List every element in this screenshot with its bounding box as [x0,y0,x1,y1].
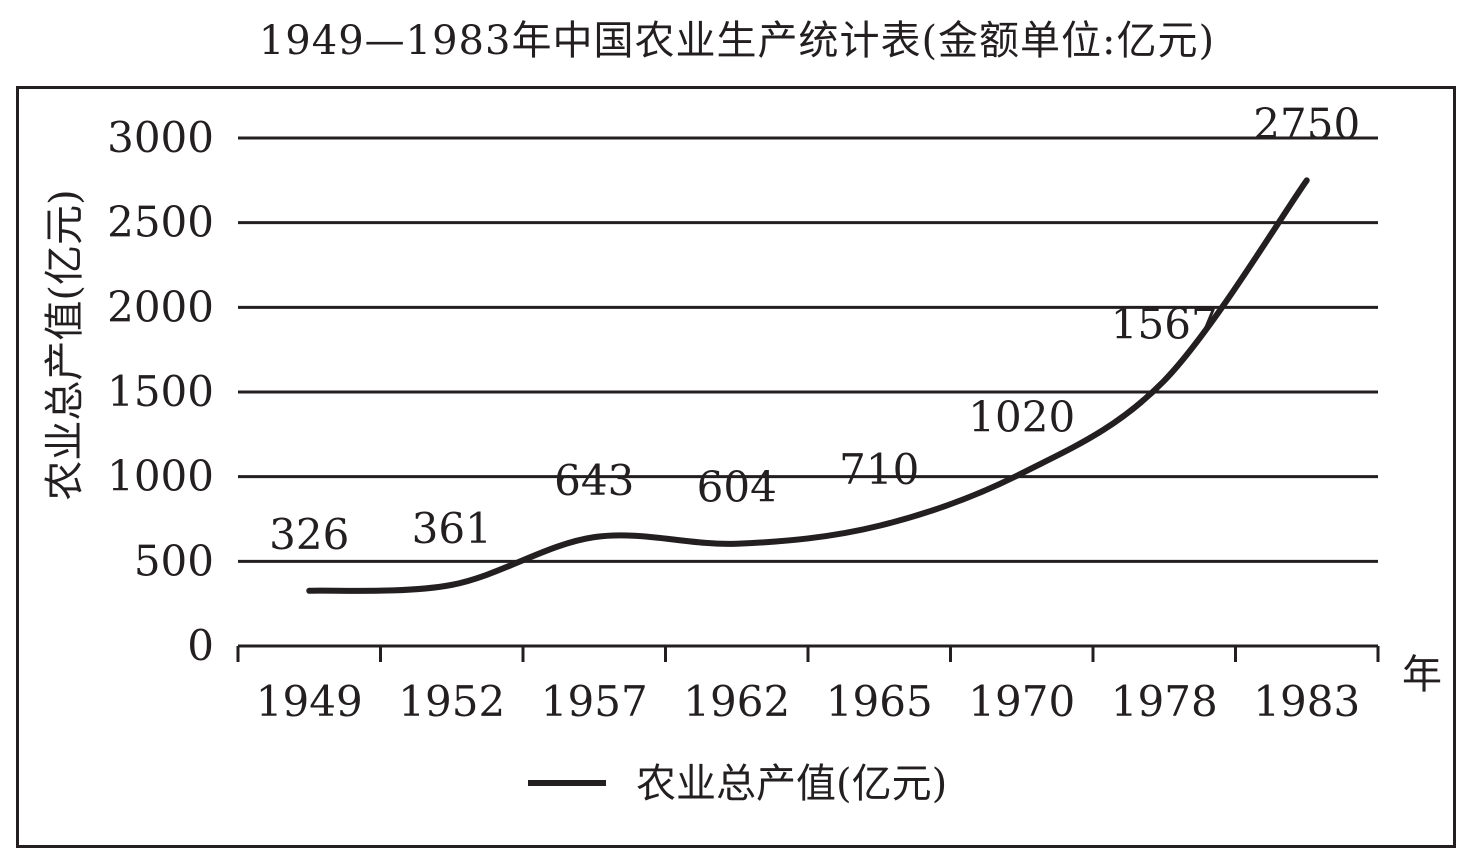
y-tick-label-1500: 1500 [107,367,214,416]
x-tick-label-1952: 1952 [398,677,505,726]
x-tick-label-1965: 1965 [826,677,933,726]
chart-frame [16,86,1456,848]
y-tick-label-3000: 3000 [107,113,214,162]
x-tick-label-1978: 1978 [1111,677,1218,726]
series-layer [306,177,1310,594]
data-label-1978: 1567 [1111,300,1218,349]
x-tick-label-1983: 1983 [1253,677,1360,726]
chart-title: 1949—1983年中国农业生产统计表(金额单位:亿元) [258,18,1216,64]
y-tick-label-500: 500 [134,536,214,585]
gridlines [238,136,1378,563]
data-label-1952: 361 [412,504,492,553]
x-tick-label-1962: 1962 [683,677,790,726]
x-tick-label-1949: 1949 [256,677,363,726]
data-label-1970: 1020 [968,392,1075,441]
y-tick-label-1000: 1000 [107,452,214,501]
y-tick-label-2000: 2000 [107,282,214,331]
legend: 农业总产值(亿元) [528,761,947,807]
data-label-1965: 710 [839,445,919,494]
y-tick-label-2500: 2500 [107,198,214,247]
data-label-1983: 2750 [1253,99,1360,148]
legend-label: 农业总产值(亿元) [636,761,947,807]
series-line [306,177,1310,594]
data-label-1957: 643 [554,456,634,505]
x-tick-label-1970: 1970 [968,677,1075,726]
x-axis: 1949 1952 1957 1962 1965 1970 1978 1983 [236,644,1380,726]
y-axis-label: 农业总产值(亿元) [42,189,88,500]
y-axis-ticks: 0 500 1000 1500 2000 2500 3000 [107,113,214,670]
data-labels: 326 361 643 604 710 1020 1567 2750 [269,99,1360,558]
data-label-1949: 326 [269,510,349,559]
x-axis-unit: 年 [1402,652,1442,698]
data-label-1962: 604 [697,463,777,512]
y-tick-label-0: 0 [187,621,214,670]
x-tick-label-1957: 1957 [541,677,648,726]
